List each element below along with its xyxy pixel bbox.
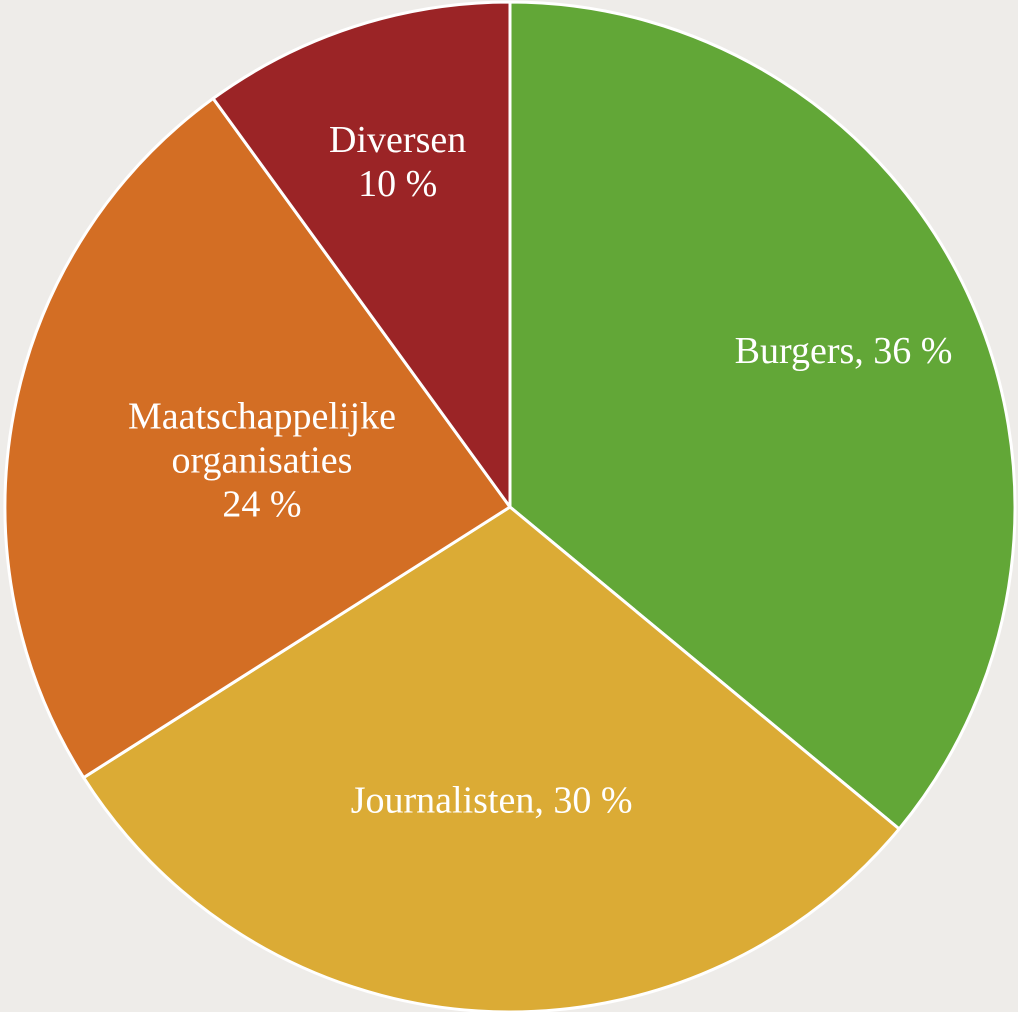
pie-label-line: Maatschappelijke xyxy=(128,396,396,438)
pie-label-line: Journalisten, 30 % xyxy=(351,779,633,821)
pie-slices xyxy=(3,0,1017,1012)
pie-slice-maatschappelijke-organisaties xyxy=(3,96,512,780)
pie-label-burgers: Burgers, 36 % xyxy=(735,330,953,372)
pie-labels: Burgers, 36 % Journalisten, 30 % Maatschap… xyxy=(128,119,952,821)
pie-label-maatschappelijke-organisaties: Maatschappelijke organisaties 24 % xyxy=(128,396,396,526)
pie-slice-journalisten xyxy=(82,505,901,1012)
pie-label-line: organisaties xyxy=(172,440,353,482)
pie-slice-diversen xyxy=(211,0,512,509)
pie-label-line: 10 % xyxy=(358,163,437,205)
pie-slice-burgers xyxy=(508,0,1017,831)
pie-label-journalisten: Journalisten, 30 % xyxy=(351,779,633,821)
pie-label-line: Burgers, 36 % xyxy=(735,330,953,372)
pie-label-line: Diversen xyxy=(329,119,466,161)
pie-label-line: 24 % xyxy=(222,484,301,526)
pie-label-diversen: Diversen 10 % xyxy=(329,119,466,205)
